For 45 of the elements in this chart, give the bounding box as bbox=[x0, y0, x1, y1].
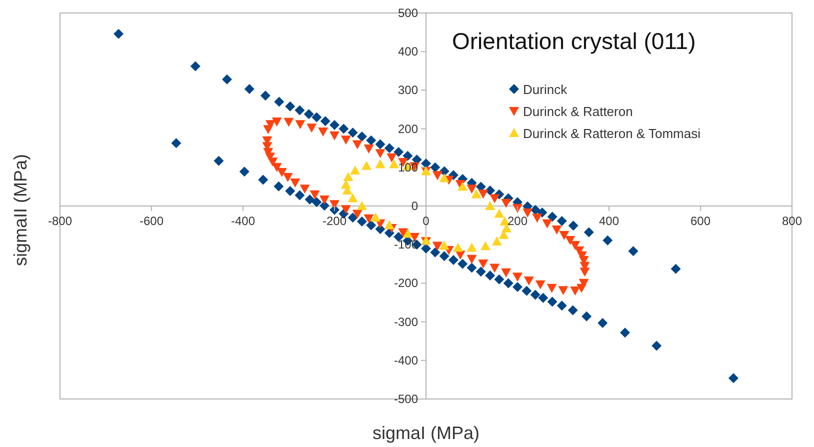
point bbox=[494, 208, 504, 218]
y-tick-label: 200 bbox=[398, 122, 418, 136]
point bbox=[370, 212, 381, 222]
y-tick-label: 300 bbox=[398, 83, 418, 98]
y-tick-label: -400 bbox=[394, 353, 418, 368]
point bbox=[439, 173, 450, 182]
point bbox=[375, 159, 386, 168]
point bbox=[471, 189, 482, 198]
x-tick-label: 400 bbox=[598, 214, 620, 228]
point bbox=[388, 159, 399, 168]
point bbox=[356, 201, 367, 210]
y-tick-label: 400 bbox=[398, 44, 418, 59]
x-tick-label: -400 bbox=[230, 214, 256, 228]
point bbox=[384, 220, 394, 230]
x-tick-label: -600 bbox=[139, 214, 164, 228]
legend-label: Durinck & Ratteron bbox=[523, 104, 633, 118]
point bbox=[485, 201, 496, 210]
y-tick-label: 0 bbox=[411, 199, 418, 213]
point bbox=[458, 182, 468, 191]
point bbox=[402, 228, 413, 238]
point bbox=[480, 241, 490, 250]
point bbox=[343, 172, 354, 182]
text: Orientation crystal (011) bbox=[452, 28, 696, 55]
point bbox=[492, 236, 502, 246]
x-tick-label: 200 bbox=[507, 214, 528, 228]
x-axis-title: sigmaI (MPa) bbox=[372, 423, 480, 443]
y-tick-label: -500 bbox=[394, 392, 418, 406]
point bbox=[466, 242, 477, 252]
y-tick-label: -300 bbox=[394, 314, 418, 329]
point bbox=[362, 160, 372, 170]
legend-label: Durinck bbox=[523, 82, 568, 96]
y-tick-label: 100 bbox=[398, 160, 418, 174]
x-tick-label: 600 bbox=[690, 214, 711, 228]
point bbox=[453, 242, 464, 252]
y-axis-title: sigmaII (MPa) bbox=[10, 154, 30, 266]
point bbox=[348, 193, 358, 202]
point bbox=[350, 165, 360, 174]
point bbox=[439, 240, 450, 250]
y-tick-label: -200 bbox=[394, 276, 418, 290]
x-tick-label: 800 bbox=[782, 214, 802, 228]
y-tick-label: 500 bbox=[398, 6, 418, 20]
legend-label: Durinck & Ratteron & Tommasi bbox=[523, 126, 700, 140]
x-tick-label: -200 bbox=[322, 214, 347, 228]
x-tick-label: -800 bbox=[48, 214, 72, 228]
x-tick-label: 0 bbox=[422, 214, 430, 228]
